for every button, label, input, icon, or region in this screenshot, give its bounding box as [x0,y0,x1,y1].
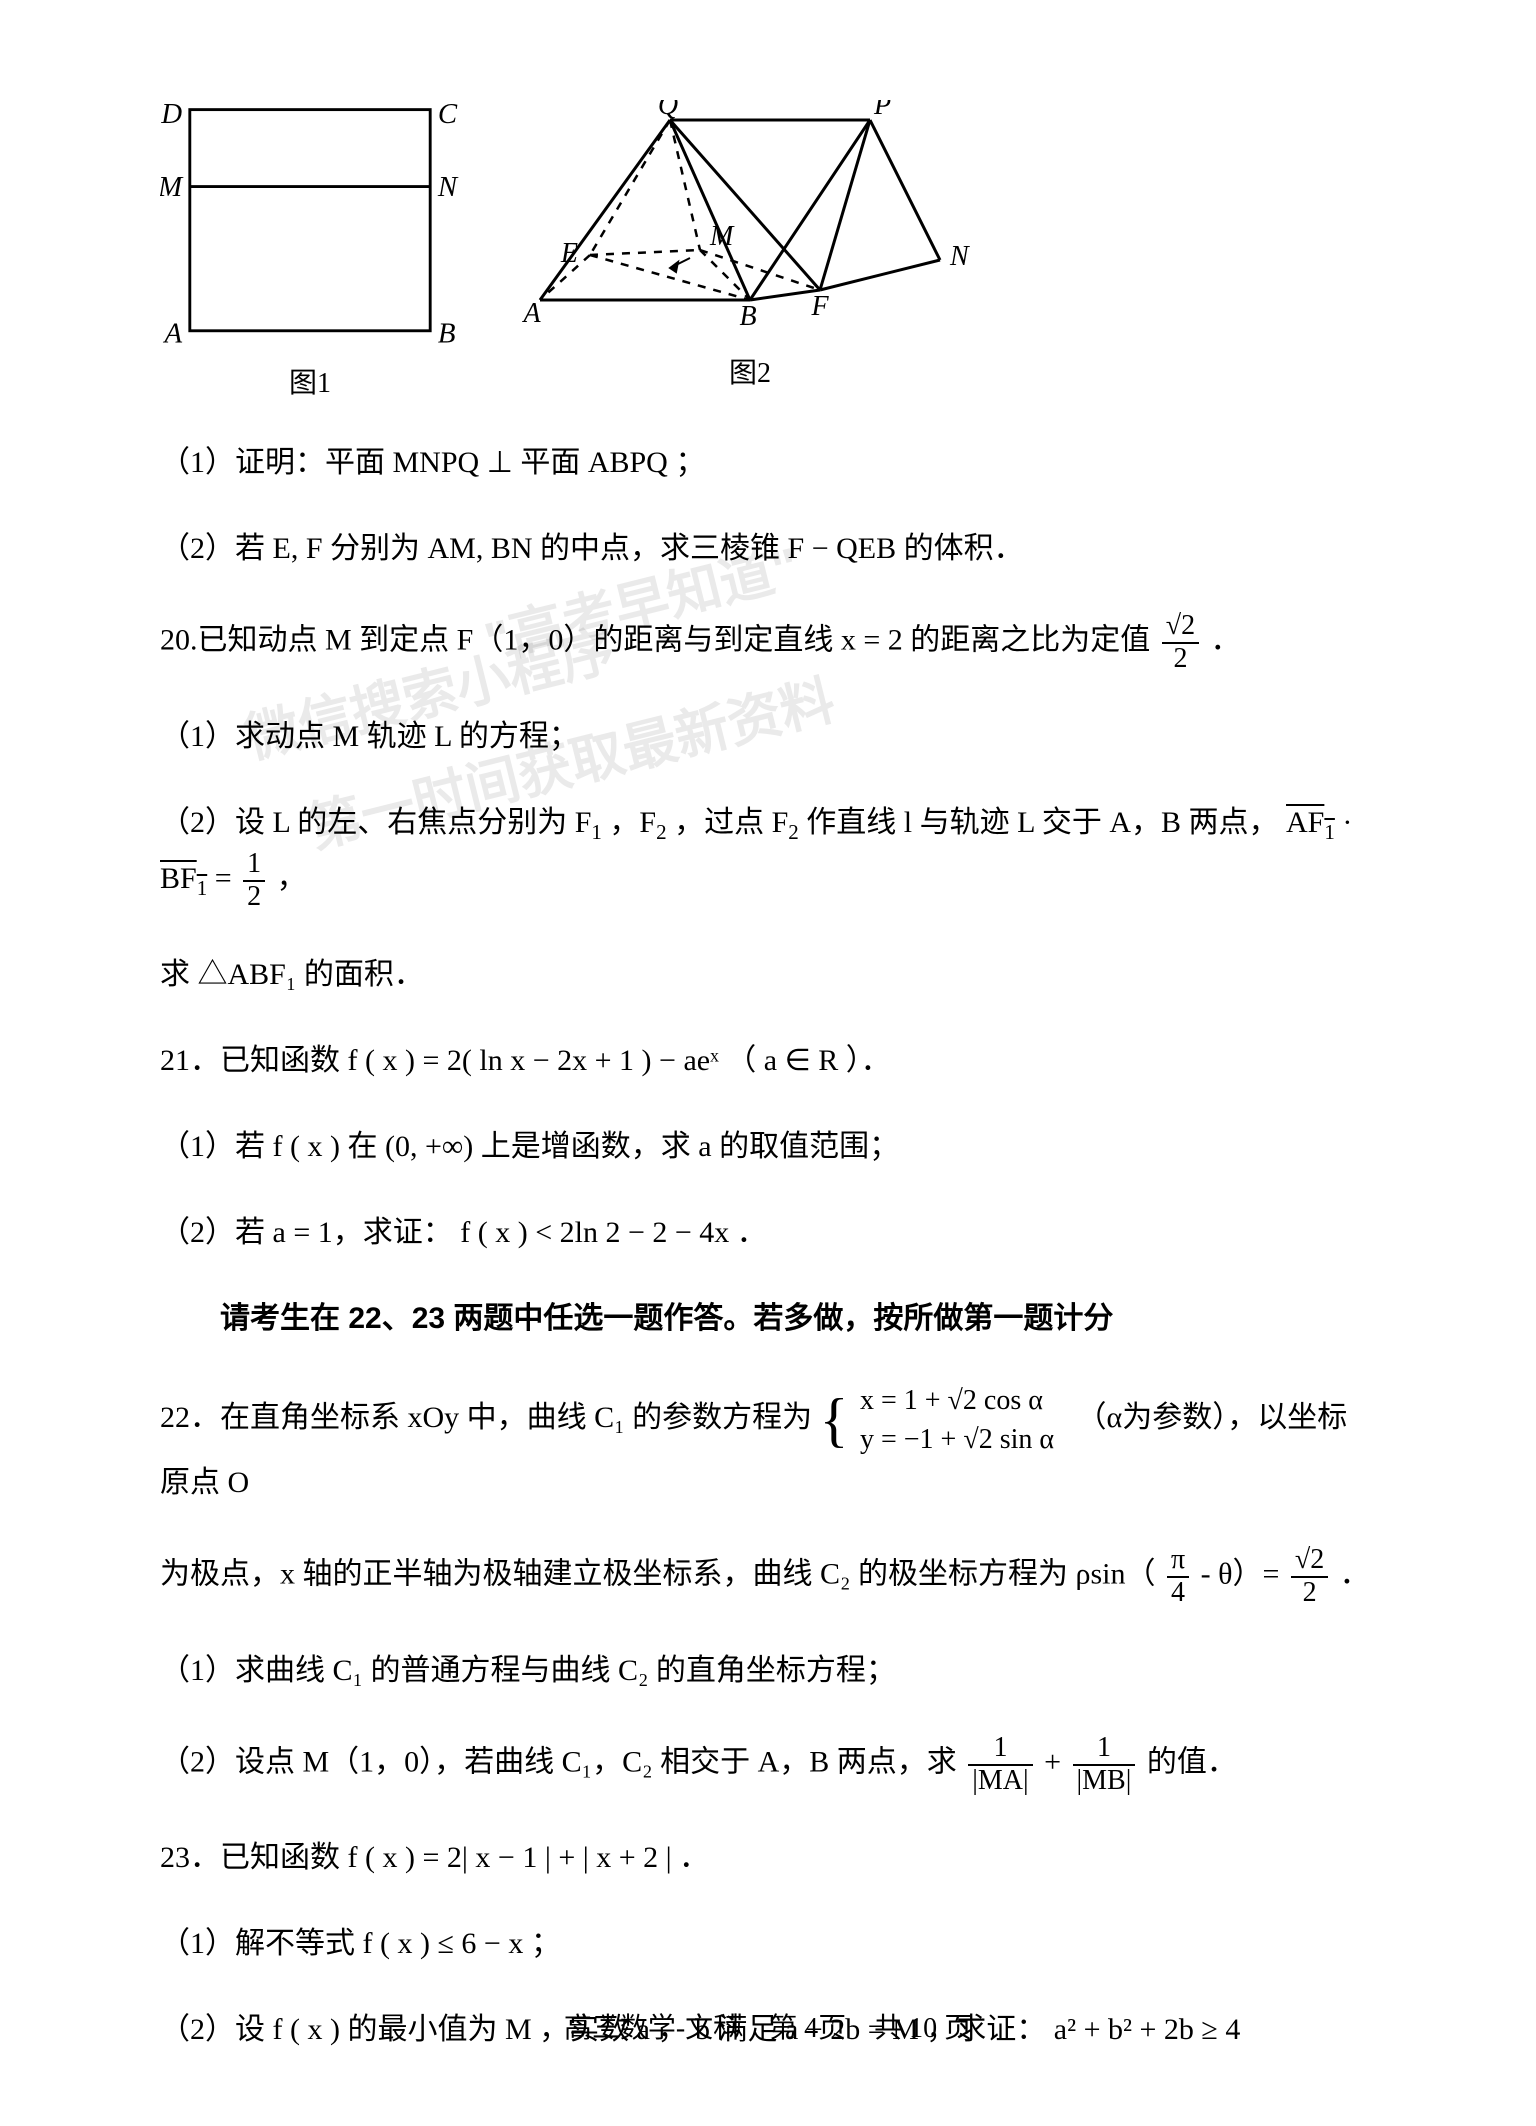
page: "高考早知道" 微信搜索小程序 第一时间获取最新资料 D C M N A [0,0,1536,2126]
q22-term1-num: 1 [968,1733,1032,1766]
figure-1: D C M N A B 图1 [160,100,460,401]
q23-sub1: （1）解不等式 f ( x ) ≤ 6 − x ； [160,1920,1376,1968]
q20-sub2-b: ，F [609,806,656,839]
q22-sub1: （1）求曲线 C₁ 的普通方程与曲线 C₂ 的直角坐标方程； [160,1647,1376,1695]
figure-2-caption: 图2 [520,351,980,391]
choose-instruction: 请考生在 22、23 两题中任选一题作答。若多做，按所做第一题计分 [160,1295,1376,1343]
q20-half: 1 2 [243,849,265,913]
figure-2: Q P A B F N E M 图2 [520,100,980,391]
q20-ratio: √2 2 [1162,611,1199,675]
svg-text:B: B [739,301,756,332]
q21-sub1: （1）若 f ( x ) 在 (0, +∞) 上是增函数，求 a 的取值范围； [160,1123,1376,1171]
q20-ratio-num: √2 [1162,611,1199,644]
q20-vec1: AF1 [1286,806,1335,839]
q22-term2-den: |MB| [1073,1766,1136,1797]
q20-stem-b: ． [1211,624,1241,657]
q23-stem: 23．已知函数 f ( x ) = 2| x − 1 | + | x + 2 |… [160,1834,1376,1882]
q22-plus: + [1044,1745,1068,1778]
q22-param-system: x = 1 + √2 cos α y = −1 + √2 sin α [860,1381,1054,1459]
q22-line2-b: - θ）= [1201,1558,1287,1591]
q20-ratio-den: 2 [1162,644,1199,675]
q20-sub2-c: ，过点 F [674,806,788,839]
q22-term1-den: |MA| [968,1766,1032,1797]
q20-sub2-e: ， [277,862,307,895]
q22-term2-num: 1 [1073,1733,1136,1766]
q21-sub2: （2）若 a = 1，求证： f ( x ) < 2ln 2 − 2 − 4x … [160,1209,1376,1257]
q20-vec2: BF1 [160,862,207,895]
svg-text:A: A [163,317,183,349]
svg-text:D: D [160,100,182,130]
q22-pi4-den: 4 [1167,1578,1189,1609]
q22-sub2-b: 的值． [1147,1745,1237,1778]
q22-pi4-num: π [1167,1545,1189,1578]
figure-1-caption: 图1 [160,361,460,401]
q20-sub2-a: （2）设 L 的左、右焦点分别为 F [160,806,591,839]
q20-eq: = [215,862,239,895]
q20-sub2-d: 作直线 l 与轨迹 L 交于 A，B 两点， [806,806,1278,839]
q20-stem-a: 20.已知动点 M 到定点 F（1，0）的距离与到定直线 x = 2 的距离之比… [160,624,1150,657]
q22-sub2: （2）设点 M（1，0），若曲线 C₁，C₂ 相交于 A，B 两点，求 1 |M… [160,1733,1376,1797]
q22-line2-c: ． [1340,1558,1370,1591]
svg-text:M: M [160,171,184,203]
q22-term2: 1 |MB| [1073,1733,1136,1797]
svg-text:Q: Q [658,100,678,121]
q19-sub2: （2）若 E, F 分别为 AM, BN 的中点，求三棱锥 F − QEB 的体… [160,525,1376,573]
q22-param-y: y = −1 + √2 sin α [860,1424,1054,1455]
q22-rhs-num: √2 [1291,1545,1328,1578]
q22-pi4: π 4 [1167,1545,1189,1609]
figure-1-svg: D C M N A B [160,100,460,350]
q22-stem-a: 22．在直角坐标系 xOy 中，曲线 C₁ 的参数方程为 [160,1401,812,1434]
svg-text:N: N [437,171,459,203]
q19-sub1: （1）证明：平面 MNPQ ⊥ 平面 ABPQ ； [160,439,1376,487]
svg-text:A: A [521,298,541,329]
svg-text:B: B [438,317,456,349]
svg-text:C: C [438,100,458,130]
svg-text:E: E [560,238,578,269]
brace-icon: { [820,1393,849,1447]
svg-text:N: N [949,241,970,272]
content-column: D C M N A B 图1 [160,100,1376,2054]
figure-2-svg: Q P A B F N E M [520,100,980,340]
figure-row: D C M N A B 图1 [160,100,1376,401]
q20-sub2: （2）设 L 的左、右焦点分别为 F1 ，F2 ，过点 F2 作直线 l 与轨迹… [160,799,1376,913]
q20-half-den: 2 [243,882,265,913]
q20-dot: · [1342,806,1352,839]
svg-text:P: P [873,100,891,121]
q22-rhs: √2 2 [1291,1545,1328,1609]
q20-half-num: 1 [243,849,265,882]
page-footer: 高三数学-文科 第 4页 共 10 页 [0,2006,1536,2046]
q22-line2-a: 为极点，x 轴的正半轴为极轴建立极坐标系，曲线 C₂ 的极坐标方程为 ρsin（ [160,1558,1155,1591]
q22-stem: 22．在直角坐标系 xOy 中，曲线 C₁ 的参数方程为 { x = 1 + √… [160,1381,1376,1507]
q22-rhs-den: 2 [1291,1578,1328,1609]
q20-sub3: 求 △ABF₁ 的面积． [160,951,1376,999]
svg-text:M: M [709,221,735,252]
q21-stem: 21．已知函数 f ( x ) = 2( ln x − 2x + 1 ) − a… [160,1037,1376,1085]
q22-param-x: x = 1 + √2 cos α [860,1385,1043,1416]
q22-sub2-a: （2）设点 M（1，0），若曲线 C₁，C₂ 相交于 A，B 两点，求 [160,1745,957,1778]
q20-sub1: （1）求动点 M 轨迹 L 的方程； [160,713,1376,761]
svg-text:F: F [810,291,829,322]
q20-stem: 20.已知动点 M 到定点 F（1，0）的距离与到定直线 x = 2 的距离之比… [160,611,1376,675]
q22-term1: 1 |MA| [968,1733,1032,1797]
q22-line2: 为极点，x 轴的正半轴为极轴建立极坐标系，曲线 C₂ 的极坐标方程为 ρsin（… [160,1545,1376,1609]
